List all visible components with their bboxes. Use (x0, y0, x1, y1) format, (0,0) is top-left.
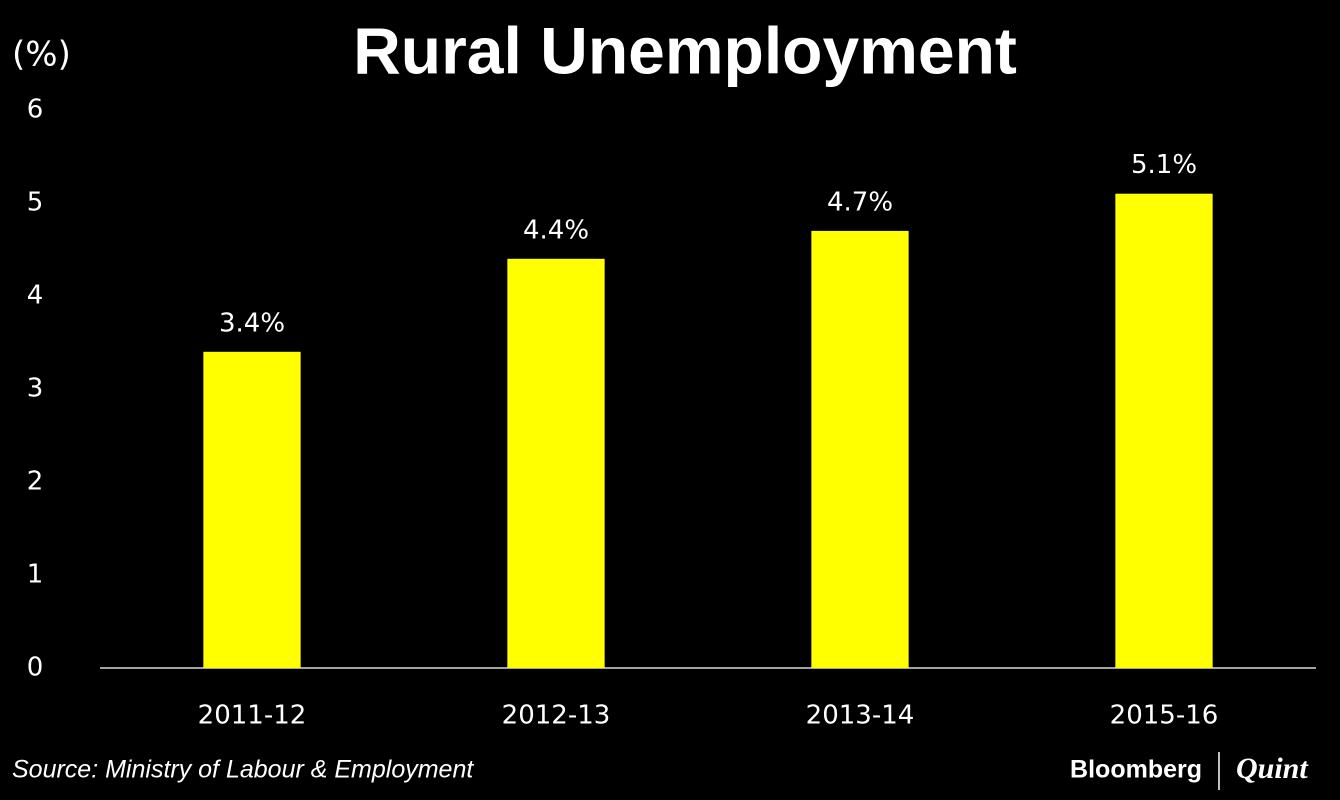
value-label: 4.4% (523, 215, 589, 245)
value-label: 5.1% (1131, 150, 1197, 180)
y-tick-label: 2 (27, 467, 44, 497)
y-axis-label: (%) (12, 35, 71, 75)
x-tick-label: 2015-16 (1110, 701, 1219, 731)
chart-title: Rural Unemployment (353, 13, 1017, 87)
y-tick-label: 5 (27, 188, 44, 218)
y-tick-label: 4 (27, 281, 44, 311)
x-tick-label: 2012-13 (502, 701, 611, 731)
value-label: 3.4% (219, 308, 285, 338)
logo-bloomberg: Bloomberg (1070, 756, 1202, 784)
x-tick-label: 2013-14 (806, 701, 915, 731)
y-tick-label: 3 (27, 374, 44, 404)
value-label: 4.7% (827, 187, 893, 217)
logo-quint: Quint (1236, 752, 1309, 785)
y-tick-label: 6 (27, 95, 44, 125)
bar (811, 230, 909, 668)
bar (203, 351, 301, 668)
bar (1115, 193, 1213, 668)
source: Source: Ministry of Labour & Employment (12, 756, 474, 784)
y-tick-label: 1 (27, 560, 44, 590)
y-tick-label: 0 (27, 653, 44, 683)
bar (507, 258, 605, 668)
x-tick-label: 2011-12 (198, 701, 307, 731)
